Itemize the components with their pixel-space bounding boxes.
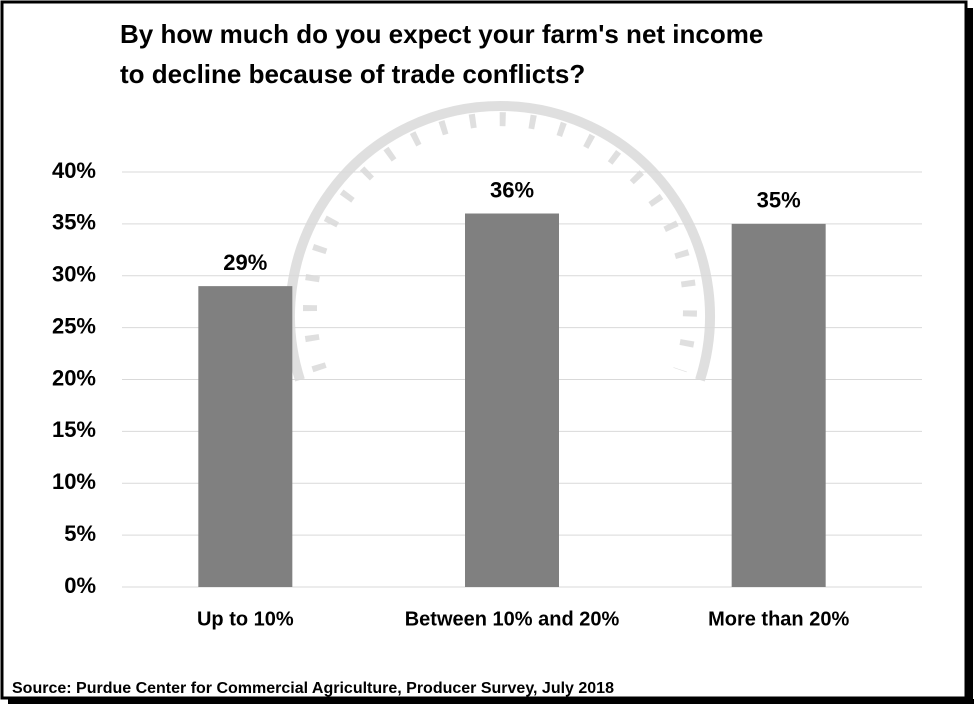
source: Source: Purdue Center for Commercial Agr… (12, 680, 614, 697)
bar (198, 286, 293, 587)
y-tick-label: 0% (64, 573, 96, 598)
data-label: 29% (223, 250, 267, 275)
y-tick-label: 30% (52, 262, 96, 287)
chart-title: to decline because of trade conflicts? (120, 59, 585, 89)
x-tick-label: Between 10% and 20% (405, 608, 620, 630)
data-label: 36% (490, 177, 534, 202)
bar (465, 213, 559, 587)
frame-shadow (967, 8, 973, 702)
y-tick-label: 25% (52, 313, 96, 338)
data-label: 35% (757, 188, 801, 213)
y-tick-label: 5% (64, 521, 96, 546)
bar (731, 223, 826, 587)
y-tick-label: 35% (52, 210, 96, 235)
x-tick-label: Up to 10% (197, 608, 294, 630)
chart-title: By how much do you expect your farm's ne… (120, 19, 763, 49)
y-tick-label: 20% (52, 365, 96, 390)
y-tick-label: 15% (52, 417, 96, 442)
frame-shadow (8, 699, 974, 704)
x-tick-label: More than 20% (708, 608, 849, 630)
watermark (285, 100, 715, 382)
y-tick-label: 10% (52, 469, 96, 494)
y-tick-label: 40% (52, 158, 96, 183)
